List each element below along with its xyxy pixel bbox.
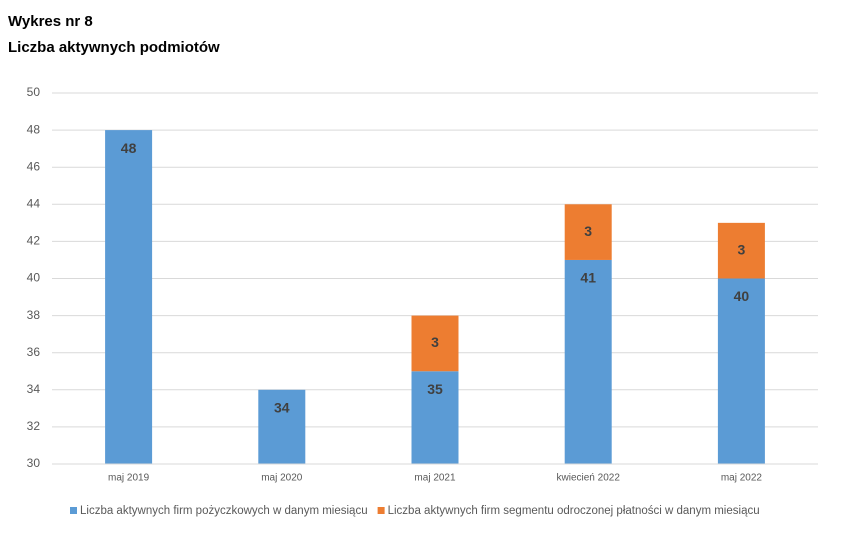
legend-swatch [70, 507, 77, 514]
y-tick-label: 48 [27, 122, 41, 136]
value-label: 40 [734, 288, 750, 304]
bar-segment [564, 204, 612, 260]
legend-label: Liczba aktywnych firm segmentu odroczone… [388, 505, 760, 517]
bar-segment [717, 278, 765, 464]
y-tick-label: 32 [27, 419, 41, 433]
x-tick-label: maj 2021 [414, 473, 456, 484]
legend-label: Liczba aktywnych firm pożyczkowych w dan… [80, 505, 368, 517]
y-tick-label: 50 [27, 85, 41, 99]
x-tick-label: maj 2020 [261, 473, 303, 484]
chart-subtitle: Liczba aktywnych podmiotów [8, 39, 220, 56]
bar-segment [105, 130, 153, 464]
bar-segment [411, 371, 459, 464]
y-tick-label: 36 [27, 345, 41, 359]
value-label: 3 [584, 223, 592, 239]
value-label: 41 [580, 270, 596, 286]
y-tick-label: 34 [27, 382, 41, 396]
bar-segment [564, 259, 612, 464]
y-tick-label: 46 [27, 159, 41, 173]
chart-title: Wykres nr 8 [8, 13, 93, 30]
value-label: 3 [738, 241, 746, 257]
value-label: 3 [431, 334, 439, 350]
value-label: 48 [121, 140, 137, 156]
x-tick-label: maj 2022 [721, 473, 763, 484]
value-label: 35 [427, 381, 443, 397]
y-tick-label: 38 [27, 308, 41, 322]
bar-segment [411, 315, 459, 372]
x-tick-label: kwiecień 2022 [557, 473, 621, 484]
legend-swatch [377, 507, 385, 514]
value-label: 34 [274, 400, 290, 416]
bar-segment [717, 222, 765, 279]
y-tick-label: 40 [27, 271, 41, 285]
y-tick-label: 42 [27, 234, 41, 248]
bar-segment [258, 389, 306, 464]
y-tick-label: 30 [27, 456, 41, 470]
y-tick-label: 44 [27, 196, 41, 210]
x-tick-label: maj 2019 [108, 473, 150, 484]
